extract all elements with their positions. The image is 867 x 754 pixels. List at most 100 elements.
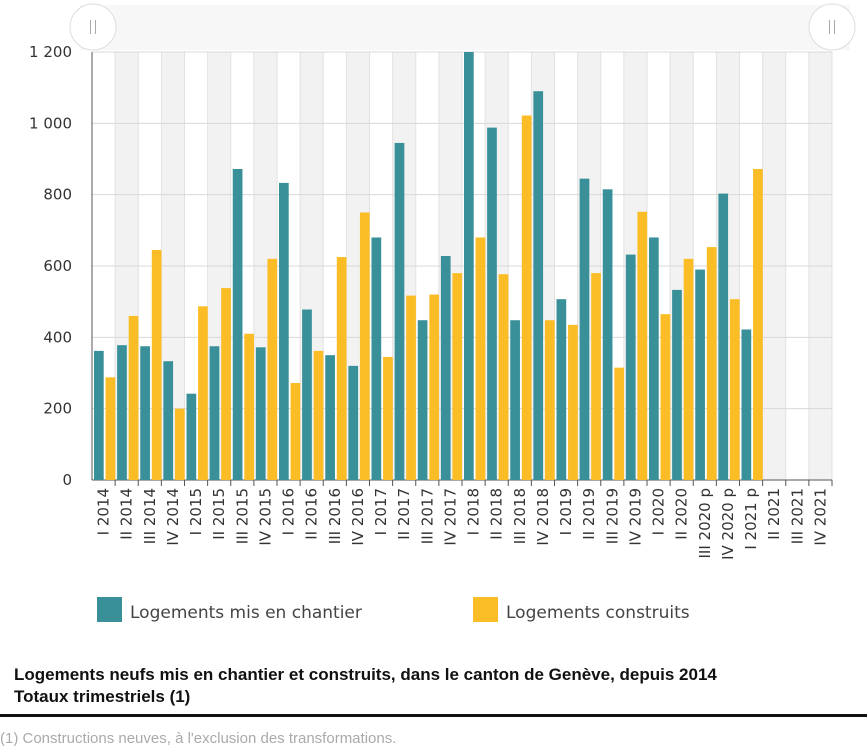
- legend-item[interactable]: Logements mis en chantier: [97, 597, 362, 623]
- bar: [290, 382, 301, 480]
- x-tick-label: I 2017: [372, 488, 390, 535]
- bar: [313, 350, 324, 480]
- bar: [579, 178, 590, 480]
- bar: [533, 91, 544, 480]
- x-tick-label: III 2021: [788, 488, 806, 544]
- x-tick-label: III 2016: [326, 488, 344, 544]
- bar: [359, 212, 370, 480]
- bar: [383, 356, 393, 480]
- x-tick-label: II 2015: [210, 488, 228, 540]
- bar: [325, 355, 335, 480]
- bar: [544, 320, 555, 480]
- y-tick-label: 0: [62, 471, 72, 489]
- bar: [267, 258, 278, 480]
- bar: [649, 237, 659, 480]
- bar: [244, 333, 255, 480]
- x-tick-label: III 2014: [141, 488, 159, 544]
- handle-circle[interactable]: [808, 3, 856, 51]
- range-handle[interactable]: [69, 3, 117, 51]
- y-tick-label: 1 000: [29, 114, 72, 132]
- bar: [672, 289, 682, 480]
- legend-label: Logements mis en chantier: [130, 603, 362, 623]
- bar: [417, 320, 428, 480]
- chart-title: Logements neufs mis en chantier et const…: [14, 665, 717, 684]
- x-tick-label: I 2015: [187, 488, 205, 535]
- bar: [163, 361, 174, 480]
- bar: [729, 299, 740, 480]
- x-tick-label: II 2016: [303, 488, 321, 540]
- bar: [637, 211, 648, 480]
- bar: [718, 193, 729, 480]
- bar: [753, 168, 763, 480]
- x-tick-label: III 2017: [418, 488, 436, 544]
- x-tick-label: III 2018: [511, 488, 529, 544]
- x-tick-label: IV 2014: [164, 488, 182, 546]
- bar: [683, 258, 694, 480]
- x-tick-label: IV 2016: [349, 488, 367, 546]
- x-tick-label: II 2018: [488, 488, 506, 540]
- x-tick-label: II 2019: [580, 488, 598, 540]
- x-tick-label: IV 2019: [626, 488, 644, 546]
- range-handle[interactable]: [808, 3, 856, 51]
- x-tick-label: II 2020: [673, 488, 691, 540]
- legend-swatch: [473, 597, 498, 622]
- bar: [568, 324, 578, 480]
- bar: [186, 393, 197, 480]
- bar: [406, 295, 416, 480]
- bar: [209, 346, 220, 480]
- y-tick-label: 800: [43, 186, 72, 204]
- bar: [336, 257, 347, 480]
- footnote: (1) Constructions neuves, à l'exclusion …: [0, 730, 397, 747]
- bar: [706, 247, 717, 480]
- bar: [602, 189, 613, 481]
- bar: [198, 306, 208, 480]
- bar: [255, 347, 266, 480]
- x-tick-label: II 2014: [118, 488, 136, 540]
- x-tick-label: I 2014: [95, 488, 113, 535]
- bar: [741, 329, 752, 480]
- bar: [151, 249, 162, 480]
- chart-subtitle: Totaux trimestriels (1): [14, 687, 191, 706]
- bar: [510, 320, 520, 480]
- divider: [0, 714, 867, 717]
- bar: [140, 346, 150, 480]
- y-tick-label: 600: [43, 257, 72, 275]
- bar: [464, 52, 474, 480]
- x-tick-label: IV 2017: [441, 488, 459, 546]
- bar: [695, 269, 705, 480]
- bar: [348, 365, 359, 480]
- x-tick-label: I 2019: [557, 488, 575, 535]
- bar: [487, 127, 497, 480]
- x-tick-label: III 2020 p: [696, 488, 714, 559]
- x-tick-label: I 2016: [280, 488, 298, 535]
- bar: [556, 299, 567, 480]
- bar: [117, 345, 127, 480]
- handle-circle[interactable]: [69, 3, 117, 51]
- bar: [174, 408, 185, 480]
- x-tick-label: I 2020: [650, 488, 668, 535]
- chart: 0 200 400 600 800 1 000 1 200 I 2014 II 2014 III …: [29, 3, 856, 623]
- legend-item[interactable]: Logements construits: [473, 597, 690, 623]
- y-tick-label: 400: [43, 328, 72, 346]
- x-tick-label: IV 2015: [256, 488, 274, 546]
- bar: [105, 377, 116, 480]
- bar: [475, 237, 486, 480]
- bar: [128, 315, 139, 480]
- x-tick-label: II 2017: [395, 488, 413, 540]
- bar: [591, 273, 601, 480]
- y-tick-label: 200: [43, 400, 72, 418]
- legend-swatch: [97, 597, 122, 622]
- bar: [94, 350, 104, 480]
- titles: Logements neufs mis en chantier et const…: [14, 664, 867, 708]
- x-tick-label: II 2021: [765, 488, 783, 540]
- y-tick-label: 1 200: [29, 43, 72, 61]
- x-tick-label: IV 2020 p: [719, 488, 737, 560]
- x-tick-label: III 2019: [603, 488, 621, 544]
- x-tick-label: I 2018: [465, 488, 483, 535]
- bar: [429, 294, 440, 480]
- navigator-band: [80, 5, 850, 50]
- bar: [625, 254, 636, 480]
- bar: [279, 182, 289, 480]
- x-tick-label: III 2015: [233, 488, 251, 544]
